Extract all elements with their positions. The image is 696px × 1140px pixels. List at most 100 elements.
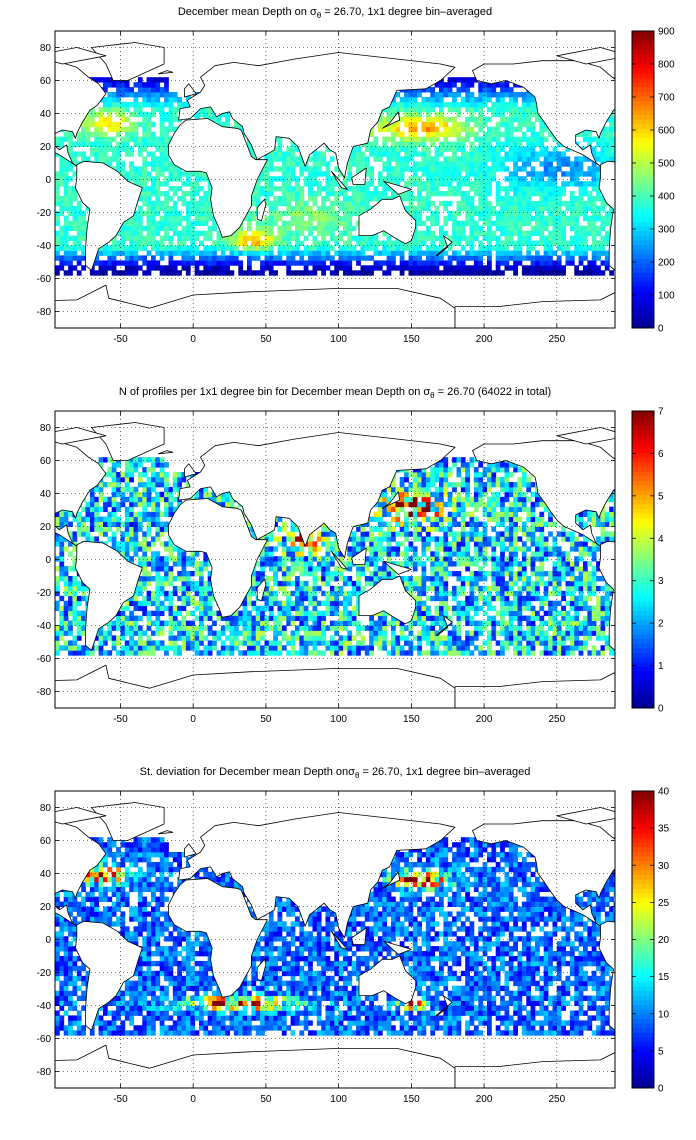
heatmap-cell xyxy=(404,116,409,123)
heatmap-cell xyxy=(377,645,383,651)
heatmap-cell xyxy=(321,235,326,241)
heatmap-cell xyxy=(391,176,396,182)
heatmap-cell xyxy=(500,111,505,118)
heatmap-cell xyxy=(159,151,165,157)
heatmap-cell xyxy=(360,265,366,271)
heatmap-cell xyxy=(469,171,475,177)
heatmap-cell xyxy=(487,240,492,246)
heatmap-cell xyxy=(308,615,313,621)
heatmap-cell xyxy=(334,240,340,246)
heatmap-cell xyxy=(600,645,606,651)
heatmap-cell xyxy=(452,97,457,103)
heatmap-cell xyxy=(181,620,187,626)
heatmap-cell xyxy=(395,156,401,162)
heatmap-cell xyxy=(596,625,601,631)
heatmap-cell xyxy=(247,210,252,217)
heatmap-cell xyxy=(600,630,606,636)
heatmap-cell xyxy=(107,156,113,162)
heatmap-cell xyxy=(417,245,422,251)
heatmap-cell xyxy=(421,270,427,276)
heatmap-cell xyxy=(482,650,488,656)
heatmap-cell xyxy=(443,126,449,133)
heatmap-cell xyxy=(443,171,449,177)
heatmap-cell xyxy=(543,146,549,152)
heatmap-cell xyxy=(185,225,191,232)
heatmap-cell xyxy=(343,230,348,237)
heatmap-cell xyxy=(124,260,130,266)
heatmap-cell xyxy=(316,186,322,192)
heatmap-cell xyxy=(495,196,501,202)
heatmap-cell xyxy=(465,126,470,133)
heatmap-cell xyxy=(399,176,405,182)
heatmap-cell xyxy=(334,610,340,617)
heatmap-cell xyxy=(286,650,292,656)
heatmap-cell xyxy=(268,645,274,651)
heatmap-cell xyxy=(107,82,113,88)
heatmap-cell xyxy=(469,650,475,656)
heatmap-cell xyxy=(391,171,396,177)
heatmap-cell xyxy=(526,205,532,212)
heatmap-cell xyxy=(155,136,161,142)
heatmap-cell xyxy=(242,250,248,256)
heatmap-cell xyxy=(338,625,344,631)
heatmap-cell xyxy=(504,265,510,271)
heatmap-cell xyxy=(456,136,462,142)
heatmap-cell xyxy=(526,121,532,128)
heatmap-cell xyxy=(417,650,422,656)
heatmap-cell xyxy=(111,255,117,261)
heatmap-cell xyxy=(251,270,257,276)
heatmap-cell xyxy=(456,205,462,212)
heatmap-cell xyxy=(500,121,505,128)
heatmap-cell xyxy=(273,240,278,246)
heatmap-cell xyxy=(129,171,134,177)
heatmap-cell xyxy=(443,610,449,617)
heatmap-cell xyxy=(76,650,82,656)
heatmap-cell xyxy=(561,645,566,651)
heatmap-cell xyxy=(591,620,597,626)
heatmap-cell xyxy=(268,151,274,157)
heatmap-cell xyxy=(55,186,60,192)
heatmap-cell xyxy=(456,605,462,612)
heatmap-cell xyxy=(469,102,475,108)
heatmap-cell xyxy=(517,111,523,118)
heatmap-cell xyxy=(124,141,130,147)
heatmap-cell xyxy=(430,270,436,276)
heatmap-cell xyxy=(351,615,357,621)
heatmap-cell xyxy=(238,610,244,617)
heatmap-cell xyxy=(526,102,532,108)
heatmap-cell xyxy=(513,205,518,212)
heatmap-cell xyxy=(478,210,484,217)
heatmap-cell xyxy=(159,146,165,152)
heatmap-cell xyxy=(281,186,287,192)
heatmap-cell xyxy=(391,640,396,646)
heatmap-cell xyxy=(185,102,191,108)
heatmap-cell xyxy=(587,225,593,232)
heatmap-cell xyxy=(491,136,497,142)
heatmap-cell xyxy=(412,181,418,187)
heatmap-cell xyxy=(281,200,287,207)
heatmap-cell xyxy=(539,176,545,182)
heatmap-cell xyxy=(526,250,532,256)
heatmap-cell xyxy=(116,131,121,138)
heatmap-cell xyxy=(526,181,532,187)
heatmap-cell xyxy=(343,625,348,631)
heatmap-cell xyxy=(164,92,169,98)
heatmap-cell xyxy=(268,270,274,276)
heatmap-cell xyxy=(482,186,488,192)
heatmap-cell xyxy=(68,610,73,617)
heatmap-cell xyxy=(103,131,108,138)
heatmap-cell xyxy=(391,265,396,271)
heatmap-cell xyxy=(59,265,65,271)
heatmap-cell xyxy=(460,141,466,147)
heatmap-cell xyxy=(487,220,492,227)
heatmap-cell xyxy=(146,265,152,271)
heatmap-cell xyxy=(478,106,484,113)
heatmap-cell xyxy=(142,171,148,177)
heatmap-cell xyxy=(561,640,566,646)
heatmap-cell xyxy=(142,102,148,108)
heatmap-cell xyxy=(190,191,196,197)
heatmap-cell xyxy=(369,630,374,636)
heatmap-cell xyxy=(137,176,143,182)
heatmap-cell xyxy=(456,171,462,177)
heatmap-cell xyxy=(548,265,553,271)
